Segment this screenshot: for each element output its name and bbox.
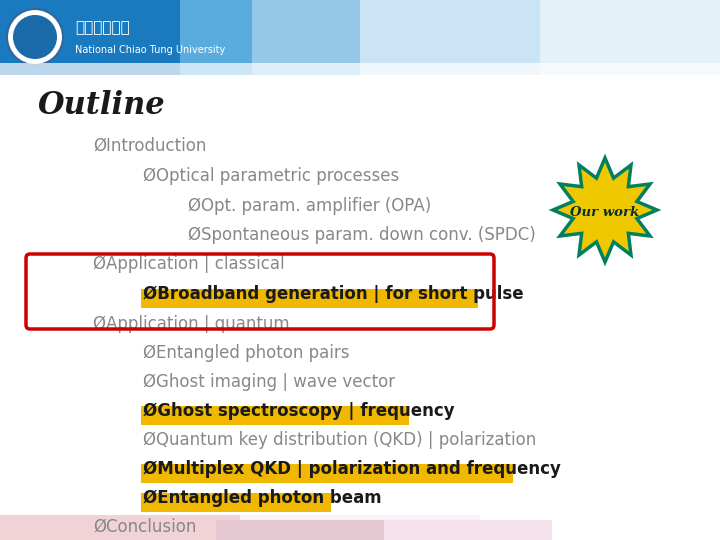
Bar [141, 464, 513, 483]
Text: Outline: Outline [38, 90, 166, 120]
Text: Our work: Our work [570, 206, 639, 219]
Text: ØGhost spectroscopy | frequency: ØGhost spectroscopy | frequency [143, 402, 454, 420]
Bar [141, 406, 409, 426]
Text: National Chiao Tung University: National Chiao Tung University [75, 45, 225, 55]
Bar [252, 0, 720, 75]
Bar [0, 63, 720, 75]
Circle shape [7, 9, 63, 65]
Text: ØOpt. param. amplifier (OPA): ØOpt. param. amplifier (OPA) [188, 197, 431, 215]
Polygon shape [553, 158, 657, 262]
Text: ØGhost imaging | wave vector: ØGhost imaging | wave vector [143, 373, 395, 391]
Text: ØIntroduction: ØIntroduction [93, 137, 207, 155]
Circle shape [13, 15, 57, 59]
Text: ØOptical parametric processes: ØOptical parametric processes [143, 167, 400, 185]
Text: ØBroadband generation | for short pulse: ØBroadband generation | for short pulse [143, 285, 523, 303]
Text: ØQuantum key distribution (QKD) | polarization: ØQuantum key distribution (QKD) | polari… [143, 431, 536, 449]
Text: ØSpontaneous param. down conv. (SPDC): ØSpontaneous param. down conv. (SPDC) [188, 226, 536, 244]
Text: ØConclusion: ØConclusion [93, 518, 197, 536]
Text: ØEntangled photon pairs: ØEntangled photon pairs [143, 344, 349, 362]
Bar [141, 493, 331, 512]
Text: ØMultiplex QKD | polarization and frequency: ØMultiplex QKD | polarization and freque… [143, 460, 561, 478]
Text: 國立交通大學: 國立交通大學 [75, 21, 130, 36]
Text: ØEntangled photon beam: ØEntangled photon beam [143, 489, 382, 507]
Text: ØApplication | classical: ØApplication | classical [93, 255, 284, 273]
Text: ØApplication | quantum: ØApplication | quantum [93, 315, 289, 333]
Bar [141, 289, 478, 308]
